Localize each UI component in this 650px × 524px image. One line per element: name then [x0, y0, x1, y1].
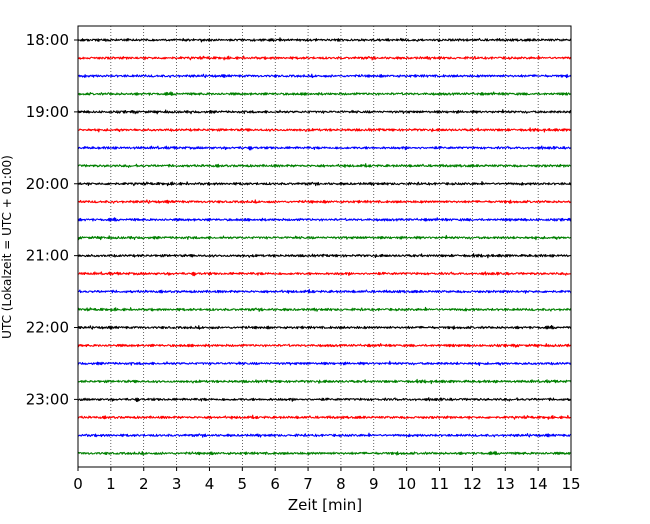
x-tick-label: 5 [238, 475, 248, 493]
trace-1845 [77, 91, 572, 96]
x-tick-label: 9 [369, 475, 379, 493]
y-tick-label: 19:00 [26, 103, 69, 121]
x-tick-label: 14 [529, 475, 548, 493]
x-tick-label: 7 [303, 475, 313, 493]
trace-2100 [77, 253, 572, 259]
trace-1830 [77, 73, 572, 79]
x-tick-label: 3 [172, 475, 182, 493]
y-axis-label: UTC (Lokalzeit = UTC + 01:00) [0, 155, 14, 339]
trace-layer [77, 37, 572, 456]
y-tick-label: 20:00 [26, 175, 69, 193]
trace-1915 [77, 127, 572, 133]
trace-2145 [77, 306, 572, 312]
trace-2215 [77, 343, 572, 348]
x-tick-label: 10 [397, 475, 416, 493]
x-tick-label: 8 [336, 475, 346, 493]
plot-frame [77, 25, 572, 468]
y-tick-label: 23:00 [26, 390, 69, 408]
trace-2200 [77, 325, 572, 330]
trace-2130 [77, 288, 572, 294]
trace-1815 [77, 55, 572, 61]
trace-2300 [77, 397, 572, 403]
x-tick-label: 4 [205, 475, 215, 493]
x-axis: 0 1 2 3 4 5 6 7 8 9 10 11 12 13 14 15 [73, 467, 581, 493]
y-tick-label: 18:00 [26, 31, 69, 49]
trace-1930 [77, 145, 572, 151]
x-tick-label: 13 [496, 475, 515, 493]
x-tick-label: 1 [106, 475, 116, 493]
x-tick-label: 0 [73, 475, 83, 493]
trace-1800 [77, 37, 572, 43]
x-tick-label: 12 [463, 475, 482, 493]
trace-2315 [77, 414, 572, 420]
trace-2030 [77, 217, 572, 222]
y-axis: 18:00 19:00 20:00 21:00 22:00 23:00 [26, 31, 78, 408]
trace-2115 [77, 271, 572, 277]
trace-2245 [77, 378, 572, 385]
y-tick-label: 21:00 [26, 247, 69, 265]
trace-2015 [77, 199, 572, 204]
trace-1900 [77, 109, 572, 115]
x-tick-label: 2 [139, 475, 149, 493]
trace-2230 [77, 360, 572, 367]
trace-1945 [77, 163, 572, 168]
y-tick-label: 22:00 [26, 319, 69, 337]
trace-2330 [77, 432, 572, 438]
x-axis-label: Zeit [min] [288, 496, 362, 514]
trace-2045 [77, 234, 572, 241]
x-tick-label: 6 [270, 475, 280, 493]
trace-2345 [77, 450, 572, 456]
x-tick-label: 11 [430, 475, 449, 493]
trace-2000 [77, 181, 572, 187]
x-tick-label: 15 [561, 475, 580, 493]
